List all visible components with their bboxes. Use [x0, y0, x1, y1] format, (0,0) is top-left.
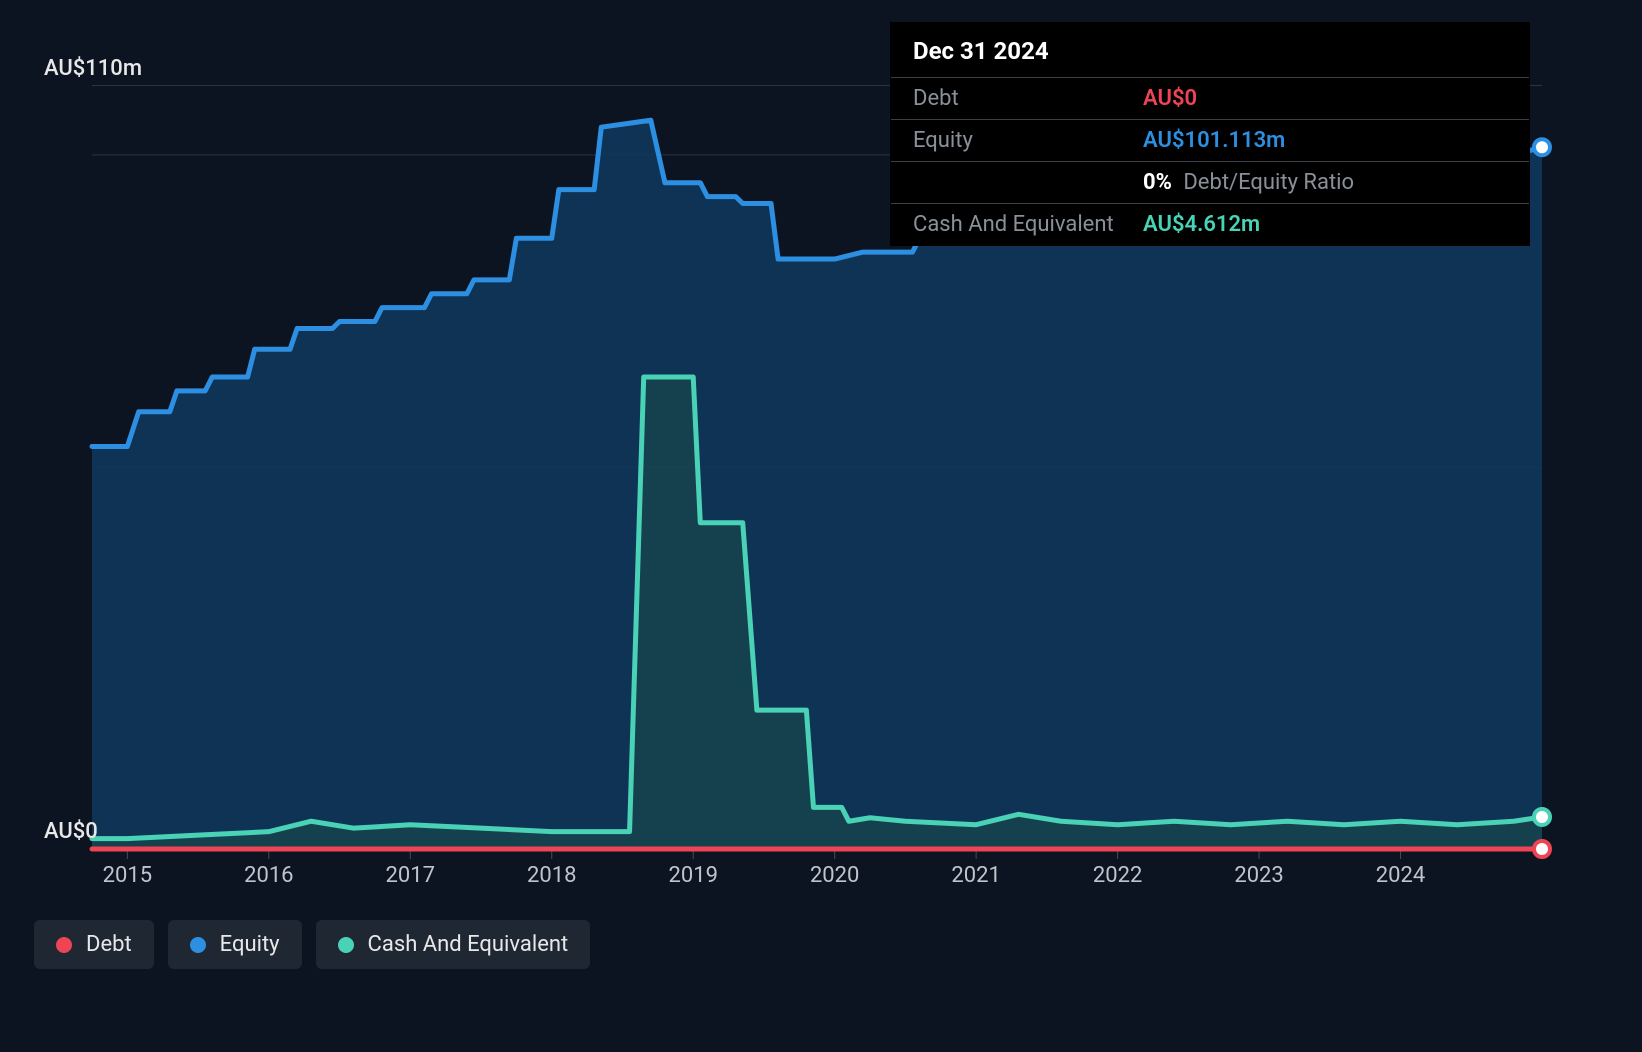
chart-tooltip: Dec 31 2024 DebtAU$0EquityAU$101.113m 0%…	[890, 22, 1530, 246]
x-axis-label: 2022	[1093, 863, 1142, 888]
x-axis-label: 2024	[1376, 863, 1425, 888]
legend-label: Cash And Equivalent	[368, 932, 569, 957]
y-axis-label: AU$0	[44, 819, 98, 844]
tooltip-row: EquityAU$101.113m	[891, 119, 1529, 161]
x-axis-label: 2018	[527, 863, 576, 888]
legend-item-equity[interactable]: Equity	[168, 920, 302, 969]
legend-item-cash[interactable]: Cash And Equivalent	[316, 920, 591, 969]
y-axis-label: AU$110m	[44, 56, 142, 81]
legend-dot-icon	[338, 937, 354, 953]
tooltip-row: Cash And EquivalentAU$4.612m	[891, 203, 1529, 245]
tooltip-ratio-value: 0%	[1143, 170, 1172, 195]
legend-dot-icon	[190, 937, 206, 953]
legend-label: Debt	[86, 932, 132, 957]
tooltip-row-label: Cash And Equivalent	[913, 212, 1143, 237]
x-axis-label: 2021	[951, 863, 1000, 888]
tooltip-row-value: AU$0	[1143, 86, 1197, 111]
tooltip-row-label: Equity	[913, 128, 1143, 153]
tooltip-row-value: AU$4.612m	[1143, 212, 1260, 237]
tooltip-row: DebtAU$0	[891, 77, 1529, 119]
tooltip-ratio-label: Debt/Equity Ratio	[1183, 170, 1354, 195]
x-axis-label: 2015	[103, 863, 152, 888]
tooltip-date: Dec 31 2024	[891, 23, 1529, 77]
x-axis-label: 2020	[810, 863, 859, 888]
x-axis-label: 2023	[1234, 863, 1283, 888]
x-axis-label: 2017	[386, 863, 435, 888]
finance-chart: AU$0 AU$110m 2015 2016 2017 2018 2019 2020 2021…	[0, 0, 1642, 1052]
legend-item-debt[interactable]: Debt	[34, 920, 154, 969]
legend-label: Equity	[220, 932, 280, 957]
tooltip-row-label: Debt	[913, 86, 1143, 111]
chart-legend: Debt Equity Cash And Equivalent	[34, 920, 590, 969]
tooltip-row-value: AU$101.113m	[1143, 128, 1285, 153]
x-axis-label: 2016	[244, 863, 293, 888]
legend-dot-icon	[56, 937, 72, 953]
x-axis-label: 2019	[668, 863, 717, 888]
tooltip-ratio-row: 0% Debt/Equity Ratio	[891, 161, 1529, 203]
